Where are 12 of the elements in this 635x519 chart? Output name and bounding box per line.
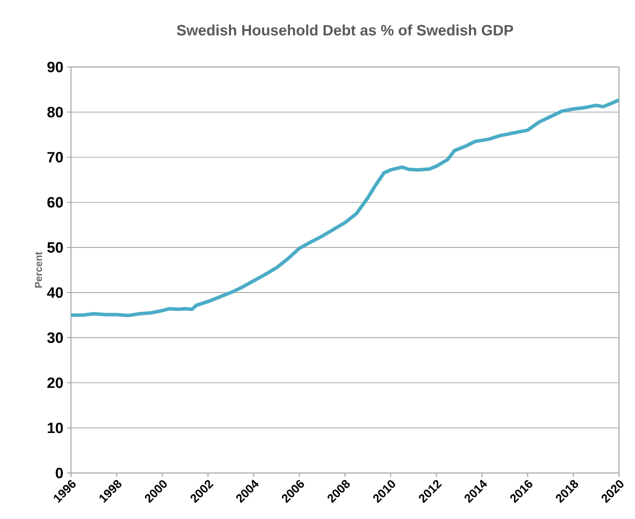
y-tick-label: 60 bbox=[47, 197, 63, 208]
y-tick-label: 20 bbox=[47, 377, 63, 388]
y-tick-label: 80 bbox=[47, 106, 63, 118]
chart-title: Swedish Household Debt as % of Swedish GDP bbox=[176, 24, 514, 36]
y-tick-label: 0 bbox=[56, 468, 63, 478]
y-tick-label: 70 bbox=[48, 152, 63, 163]
y-axis-title: Percent bbox=[35, 252, 42, 288]
y-tick-label: 10 bbox=[48, 422, 63, 434]
y-tick-label: 50 bbox=[47, 242, 63, 253]
y-tick-label: 90 bbox=[47, 62, 63, 72]
y-tick-label: 40 bbox=[47, 287, 63, 298]
y-tick-label: 30 bbox=[47, 332, 63, 343]
